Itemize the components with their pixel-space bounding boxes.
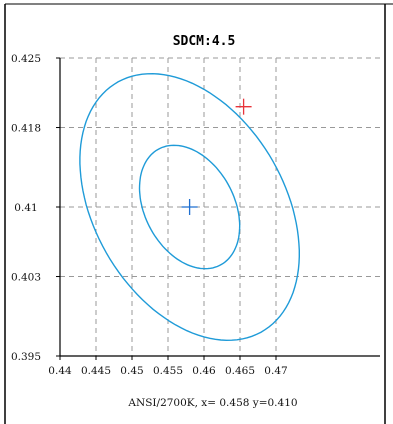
x-tick-label: 0.445	[81, 365, 111, 377]
target-marker	[181, 199, 198, 215]
x-tick-label: 0.465	[225, 365, 255, 377]
x-tick-label: 0.45	[120, 365, 143, 377]
chart-title: SDCM:4.5	[173, 34, 236, 49]
x-tick-label: 0.44	[48, 365, 72, 377]
y-tick-label: 0.425	[11, 53, 41, 65]
x-tick-labels: 0.44 0.445 0.45 0.455 0.46 0.465 0.47	[48, 365, 287, 377]
x-axis-label: ANSI/2700K, x= 0.458 y=0.410	[127, 397, 297, 409]
y-tick-labels: 0.395 0.403 0.41 0.418 0.425	[11, 53, 41, 363]
plot-area	[79, 72, 300, 342]
axes	[56, 57, 380, 360]
grid	[60, 57, 380, 356]
y-tick-label: 0.418	[11, 123, 41, 135]
x-tick-label: 0.455	[153, 365, 183, 377]
y-tick-label: 0.41	[14, 202, 37, 214]
y-tick-label: 0.395	[11, 351, 41, 363]
outer-ellipse	[79, 72, 300, 342]
inner-ellipse	[138, 144, 241, 270]
y-tick-label: 0.403	[11, 272, 41, 284]
measured-marker	[235, 98, 252, 115]
x-tick-label: 0.46	[192, 365, 216, 377]
x-tick-label: 0.47	[264, 365, 287, 377]
